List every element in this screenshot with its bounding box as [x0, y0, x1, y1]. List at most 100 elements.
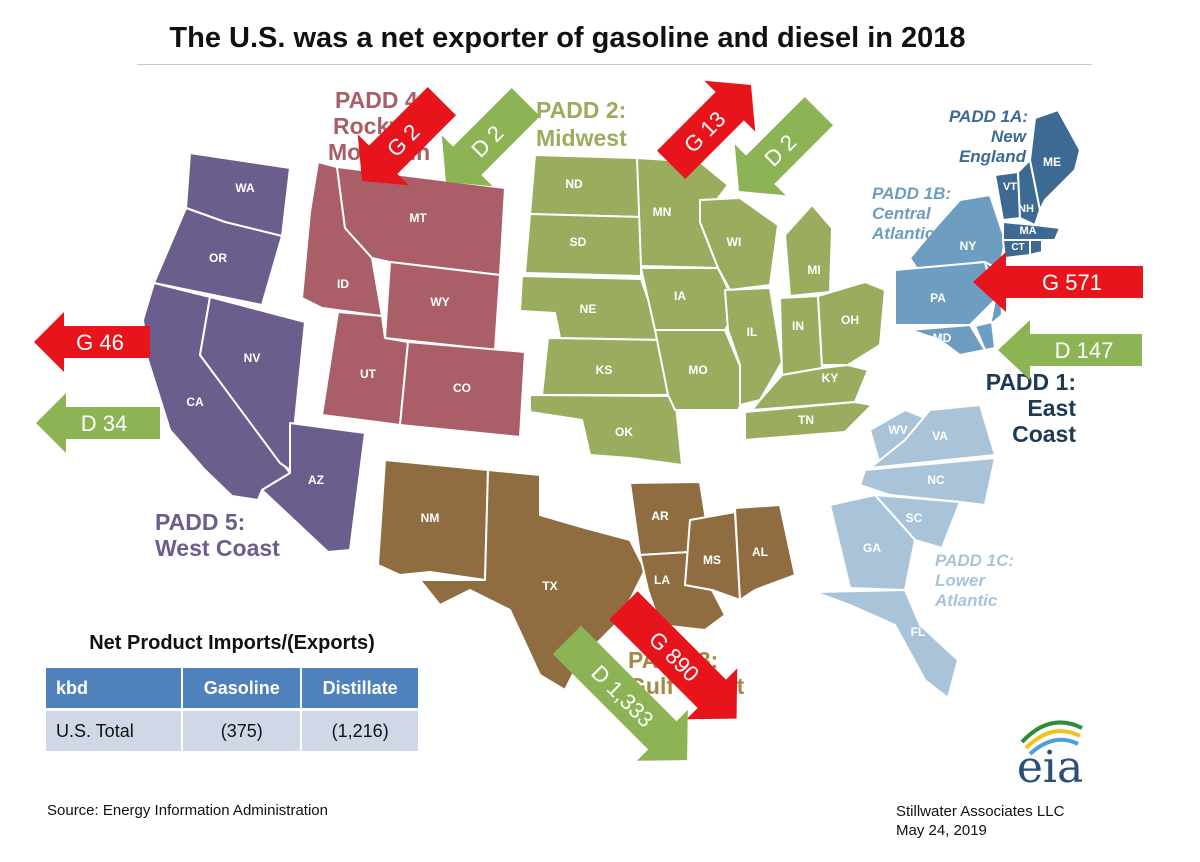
net-imports-table: kbd Gasoline Distillate U.S. Total (375)…	[44, 665, 420, 754]
state-label-ky: KY	[822, 371, 839, 385]
state-label-ca: CA	[186, 395, 204, 409]
padd2-region	[519, 154, 886, 466]
state-label-sd: SD	[570, 235, 587, 249]
padd1a-region-line1: New	[991, 127, 1028, 146]
padd5-diesel-arrow: D 34	[36, 393, 160, 453]
arrow-label: G 571	[1042, 270, 1102, 295]
state-label-al: AL	[752, 545, 768, 559]
state-label-id: ID	[337, 277, 349, 291]
arrow-shape	[36, 393, 160, 453]
table-title: Net Product Imports/(Exports)	[89, 632, 375, 654]
arrow-shape	[34, 312, 150, 372]
padd3-diesel-arrow: D 1,333	[552, 625, 688, 761]
state-ms	[684, 511, 741, 601]
state-label-la: LA	[654, 573, 670, 587]
state-md	[909, 324, 986, 356]
arrow-shape	[357, 86, 457, 186]
padd5-region-line1: West Coast	[155, 535, 280, 561]
state-label-ok: OK	[615, 425, 633, 439]
padd5-region	[142, 152, 366, 553]
title-divider	[137, 64, 1092, 65]
header-kbd: kbd	[46, 668, 182, 708]
padd5-gasoline-arrow: G 46	[34, 312, 150, 372]
state-label-pa: PA	[930, 291, 946, 305]
state-al	[734, 504, 796, 601]
logo-arc-green	[1020, 720, 1083, 744]
state-de	[974, 321, 996, 351]
padd1c-region-line2: Atlantic	[934, 591, 998, 610]
state-label-ny: NY	[960, 239, 977, 253]
padd5-label: PADD 5: West Coast	[155, 509, 280, 561]
state-label-ar: AR	[651, 509, 669, 523]
state-label-sc: SC	[906, 511, 923, 525]
padd1c-region	[814, 404, 996, 699]
state-vt	[994, 171, 1021, 221]
state-label-ms: MS	[703, 553, 721, 567]
arrow-shape	[656, 80, 756, 180]
state-label-wv: WV	[888, 423, 907, 437]
logo-wordmark: eia	[1017, 742, 1083, 793]
padd5-name: PADD 5:	[155, 509, 245, 535]
state-me	[1029, 109, 1081, 211]
table-header-row: kbd Gasoline Distillate	[46, 668, 418, 708]
state-label-wi: WI	[727, 235, 742, 249]
row-gasoline-value: (375)	[183, 711, 301, 751]
padd1-region-line2: Coast	[1012, 421, 1076, 447]
padd1-name: PADD 1:	[986, 369, 1076, 395]
state-az	[261, 422, 366, 553]
padd1b-label: PADD 1B: Central Atlantic	[871, 184, 951, 243]
state-label-tx: TX	[542, 579, 557, 593]
padd1b-region	[894, 194, 1006, 356]
table-row: U.S. Total (375) (1,216)	[46, 711, 418, 751]
row-label: U.S. Total	[46, 711, 182, 751]
state-tn	[744, 401, 873, 441]
padd1b-name: PADD 1B:	[872, 184, 951, 203]
padd1-diesel-arrow: D 147	[998, 320, 1142, 380]
logo-arc-blue	[1028, 737, 1079, 756]
arrow-shape	[552, 625, 688, 761]
state-sd	[524, 213, 642, 277]
state-label-de: DE	[994, 319, 1011, 333]
state-pa	[894, 261, 996, 326]
state-oh	[817, 281, 886, 366]
padd1a-label: PADD 1A: New England	[949, 107, 1028, 166]
state-label-ne: NE	[580, 302, 597, 316]
arrow-shape	[609, 591, 738, 720]
eia-logo: eia	[1017, 720, 1083, 793]
state-labels: WA OR CA NV AZ ID MT WY UT CO ND SD NE K…	[186, 155, 1061, 639]
state-label-va: VA	[932, 429, 948, 443]
state-fl	[814, 589, 959, 699]
state-label-ma: MA	[1019, 225, 1036, 237]
arrow-shape	[973, 252, 1143, 312]
state-label-mi: MI	[807, 263, 820, 277]
state-label-il: IL	[747, 325, 758, 339]
header-distillate: Distillate	[302, 668, 418, 708]
state-label-nm: NM	[421, 511, 440, 525]
state-mo	[654, 329, 751, 411]
credit-block: Stillwater Associates LLC May 24, 2019	[896, 802, 1064, 840]
state-label-ga: GA	[863, 541, 881, 555]
padd1c-name: PADD 1C:	[935, 551, 1014, 570]
state-label-ut: UT	[360, 367, 377, 381]
state-label-or: OR	[209, 251, 227, 265]
state-label-ct: CT	[1011, 242, 1024, 253]
arrow-shape	[441, 87, 541, 187]
state-label-fl: FL	[911, 625, 926, 639]
state-nh	[1017, 159, 1041, 226]
state-mi	[784, 204, 833, 297]
state-label-wa: WA	[235, 181, 255, 195]
padd1a-name: PADD 1A:	[949, 107, 1028, 126]
state-label-tn: TN	[798, 413, 814, 427]
padd2-label: PADD 2: Midwest	[536, 97, 627, 151]
padd4-region	[301, 161, 526, 438]
arrow-label: D 34	[81, 411, 127, 436]
state-label-az: AZ	[308, 473, 324, 487]
row-distillate-value: (1,216)	[302, 711, 418, 751]
arrow-shape	[734, 96, 834, 196]
state-label-mn: MN	[653, 205, 672, 219]
state-label-in: IN	[792, 319, 804, 333]
state-wi	[699, 197, 779, 291]
state-ky	[751, 364, 869, 411]
padd1a-region	[994, 109, 1081, 259]
